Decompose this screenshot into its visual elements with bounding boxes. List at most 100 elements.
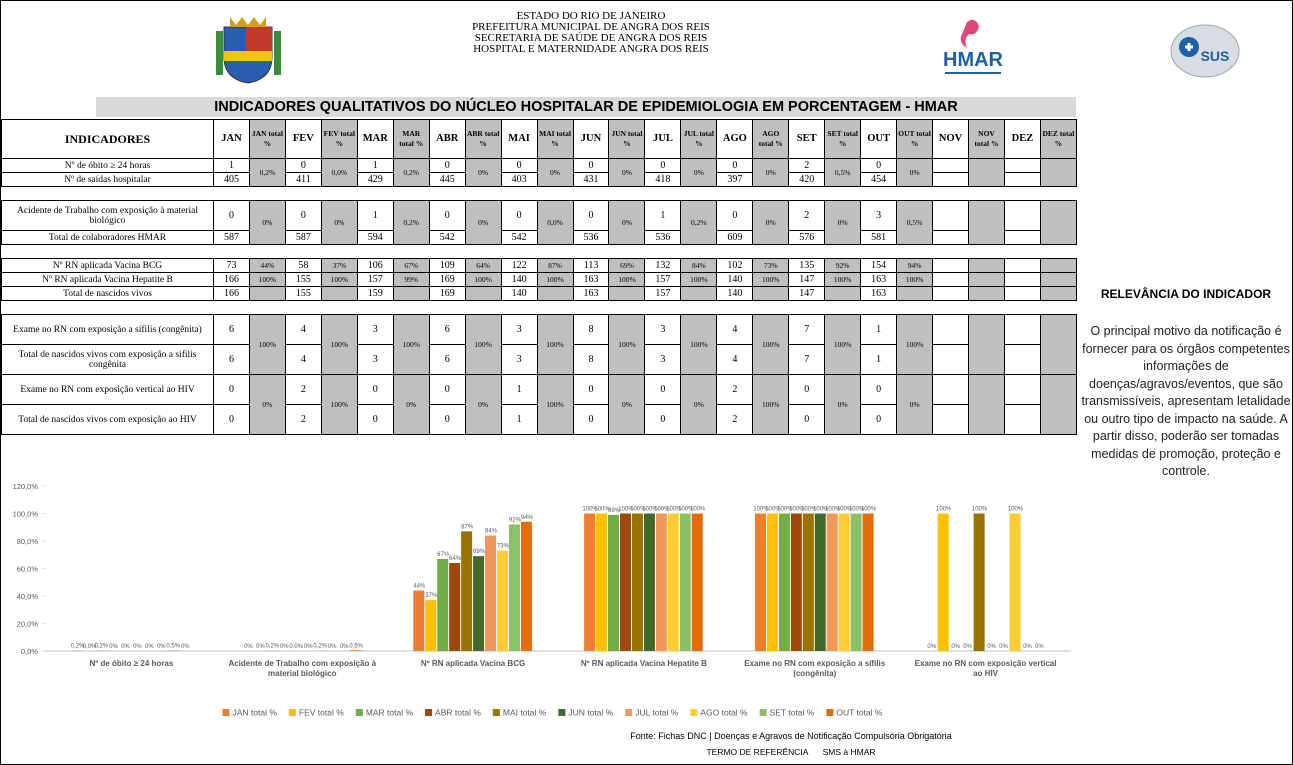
bar: [520, 521, 532, 651]
data-label: 87%: [461, 524, 474, 530]
cell: 4: [716, 344, 754, 375]
data-label: 100%: [690, 507, 706, 513]
bar: [425, 600, 437, 651]
data-label: 0%: [133, 644, 142, 650]
data-label: 0%: [145, 644, 154, 650]
data-label: 0%: [963, 644, 972, 650]
data-label: 73%: [497, 544, 510, 550]
cell: 445: [428, 172, 466, 187]
pct-cell: 0%: [248, 374, 286, 435]
pct-cell: 100%: [248, 272, 286, 287]
cell: 0: [572, 158, 610, 173]
column-header: DEZ total %: [1039, 119, 1077, 159]
pct-cell: 0%: [896, 374, 934, 435]
row-label: Nº de saídas hospitalar: [1, 172, 214, 187]
cell: [932, 258, 970, 273]
cell: 454: [860, 172, 898, 187]
column-header: NOV total %: [968, 119, 1005, 159]
cell: 429: [356, 172, 394, 187]
pct-cell: 100%: [680, 314, 718, 375]
pct-cell: 0%: [608, 158, 646, 187]
column-header: ABR total %: [464, 119, 502, 159]
cell: 576: [788, 230, 826, 245]
bar: [667, 513, 679, 651]
pct-cell: 0%: [608, 200, 646, 245]
data-label: 0%: [109, 644, 118, 650]
cell: 132: [644, 258, 682, 273]
pct-cell: [320, 286, 358, 301]
spacer-row: [1, 244, 1077, 259]
pct-cell: [824, 286, 862, 301]
cell: 609: [716, 230, 754, 245]
pct-cell: 99%: [392, 272, 430, 287]
cell: 418: [644, 172, 682, 187]
cell: 73: [213, 258, 250, 273]
cell: 6: [213, 314, 250, 345]
cell: 0: [860, 404, 898, 435]
data-label: 0,5%: [166, 643, 180, 649]
legend-swatch: [558, 709, 566, 716]
data-label: 0%: [340, 644, 349, 650]
pct-cell: [680, 286, 718, 301]
pct-cell: 0%: [320, 200, 358, 245]
data-label: 100%: [813, 507, 829, 513]
data-row: Nº RN aplicada Vacina BCG 73 44% 58 37% 106 67…: [1, 258, 1077, 273]
data-label: 100%: [642, 507, 658, 513]
spacer-row: [1, 186, 1077, 201]
cell: 0: [428, 158, 466, 173]
pct-cell: 100%: [896, 314, 934, 375]
cell: 1: [860, 344, 898, 375]
cell: 0: [716, 200, 754, 231]
x-tick-label: Nº RN aplicada Vacina Hepatite B: [580, 659, 707, 668]
bar: [508, 524, 520, 651]
pct-cell: [752, 286, 790, 301]
column-header: INDICADORES: [1, 119, 214, 159]
cell: 536: [572, 230, 610, 245]
legend-label: JUL total %: [635, 708, 679, 718]
pct-cell: [248, 286, 286, 301]
legend-label: JUN total %: [568, 708, 613, 718]
footer-source: Fonte: Fichas DNC | Doenças e Agravos de…: [630, 731, 952, 741]
cell: [932, 172, 970, 187]
data-label: 69%: [473, 549, 486, 555]
cell: 1: [500, 404, 538, 435]
data-label: 0%: [927, 644, 936, 650]
pct-cell: 0%: [464, 374, 502, 435]
row-label: Total de colaboradores HMAR: [1, 230, 214, 245]
pct-cell: 87%: [536, 258, 574, 273]
cell: 0: [500, 158, 538, 173]
column-header: MAR total %: [392, 119, 430, 159]
pct-cell: 0%: [824, 374, 862, 435]
cell: [932, 286, 970, 301]
cell: 0: [213, 200, 250, 231]
bar: [790, 513, 802, 651]
column-header: JUL: [644, 119, 682, 159]
spacer-row: [1, 300, 1077, 315]
bar: [826, 513, 838, 651]
data-label: 100%: [678, 507, 694, 513]
data-label: 100%: [789, 507, 805, 513]
cell: 163: [860, 272, 898, 287]
cell: 8: [572, 344, 610, 375]
pct-cell: [896, 286, 934, 301]
cell: [1003, 258, 1041, 273]
data-label: 0%: [181, 644, 190, 650]
pct-cell: 100%: [608, 272, 646, 287]
cell: [932, 374, 970, 405]
pct-cell: 100%: [824, 314, 862, 375]
data-label: 100%: [972, 507, 988, 513]
data-label: 100%: [936, 507, 952, 513]
bar: [608, 514, 620, 651]
pct-cell: 0,2%: [392, 200, 430, 245]
cell: 542: [428, 230, 466, 245]
data-label: 0,2%: [313, 644, 327, 650]
bar: [838, 513, 850, 651]
cell: 587: [213, 230, 250, 245]
bar: [620, 513, 632, 651]
cell: 1: [860, 314, 898, 345]
legend-label: FEV total %: [299, 708, 344, 718]
data-label: 64%: [449, 556, 462, 562]
pct-cell: [1039, 200, 1077, 245]
cell: 6: [428, 314, 466, 345]
pct-cell: 0%: [464, 200, 502, 245]
